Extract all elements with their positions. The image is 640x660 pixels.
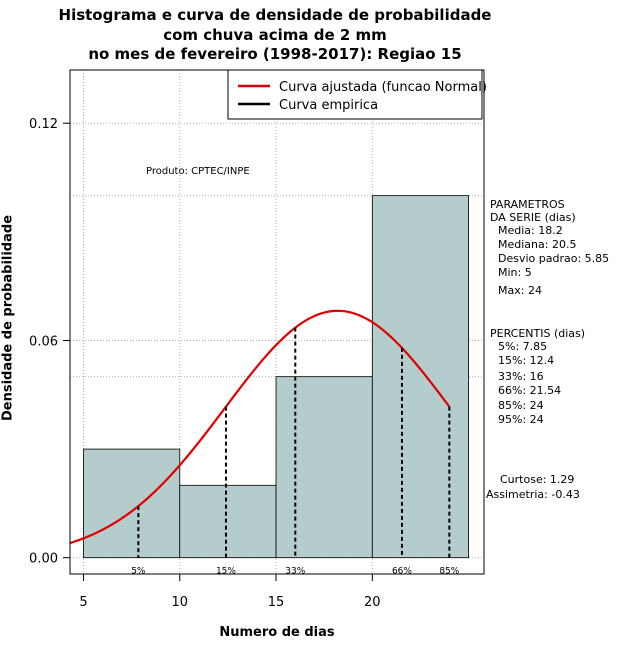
percentis-header: PERCENTIS (dias): [490, 327, 585, 340]
params-header-line-2: DA SERIE (dias): [490, 211, 576, 224]
histogram-bar: [371, 195, 469, 559]
param-max: Max: 24: [498, 284, 542, 297]
x-axis-label: Numero de dias: [219, 625, 335, 640]
percentile-label: 15%: [216, 567, 236, 577]
percentile-label: 66%: [392, 567, 412, 577]
percentil-85: 85%: 24: [498, 399, 544, 412]
legend-label-normal: Curva ajustada (funcao Normal): [279, 80, 487, 95]
param-mediana: Mediana: 20.5: [498, 238, 576, 251]
percentil-66: 66%: 21.54: [498, 384, 561, 397]
percentil-15: 15%: 12.4: [498, 354, 554, 367]
legend: Curva ajustada (funcao Normal) Curva emp…: [227, 69, 487, 120]
curtose: Curtose: 1.29: [500, 473, 574, 486]
param-desvio: Desvio padrao: 5.85: [498, 252, 609, 265]
product-label: Produto: CPTEC/INPE: [146, 166, 250, 177]
x-tick-label: 10: [171, 595, 188, 610]
x-tick-label: 20: [364, 595, 381, 610]
percentil-95: 95%: 24: [498, 413, 544, 426]
param-media: Media: 18.2: [498, 224, 563, 237]
histogram-bar: [179, 484, 277, 559]
params-header-line-1: PARAMETROS: [490, 198, 565, 211]
percentile-label: 5%: [131, 567, 146, 577]
y-tick-label: 0.12: [29, 117, 58, 132]
chart-title-line-1: Histograma e curva de densidade de proba…: [58, 6, 492, 24]
x-tick-label: 15: [268, 595, 285, 610]
assimetria: Assimetria: -0.43: [486, 488, 580, 501]
percentil-33: 33%: 16: [498, 370, 544, 383]
y-tick-label: 0.06: [29, 334, 58, 349]
stats-panel: PARAMETROS DA SERIE (dias) Media: 18.2 M…: [486, 198, 609, 501]
chart-title-line-2: com chuva acima de 2 mm: [163, 26, 387, 44]
percentile-label: 33%: [285, 567, 305, 577]
histogram-bar: [83, 448, 181, 559]
percentil-5: 5%: 7.85: [498, 340, 547, 353]
histogram-bar: [275, 376, 373, 559]
normal-curve-line: [69, 309, 451, 545]
legend-label-empirical: Curva empirica: [279, 98, 378, 113]
y-tick-label: 0.00: [29, 552, 58, 567]
chart-title-line-3: no mes de fevereiro (1998-2017): Regiao …: [88, 45, 462, 63]
x-tick-label: 5: [79, 595, 87, 610]
param-min: Min: 5: [498, 266, 532, 279]
percentile-label: 85%: [439, 567, 459, 577]
legend-box: [227, 69, 483, 120]
